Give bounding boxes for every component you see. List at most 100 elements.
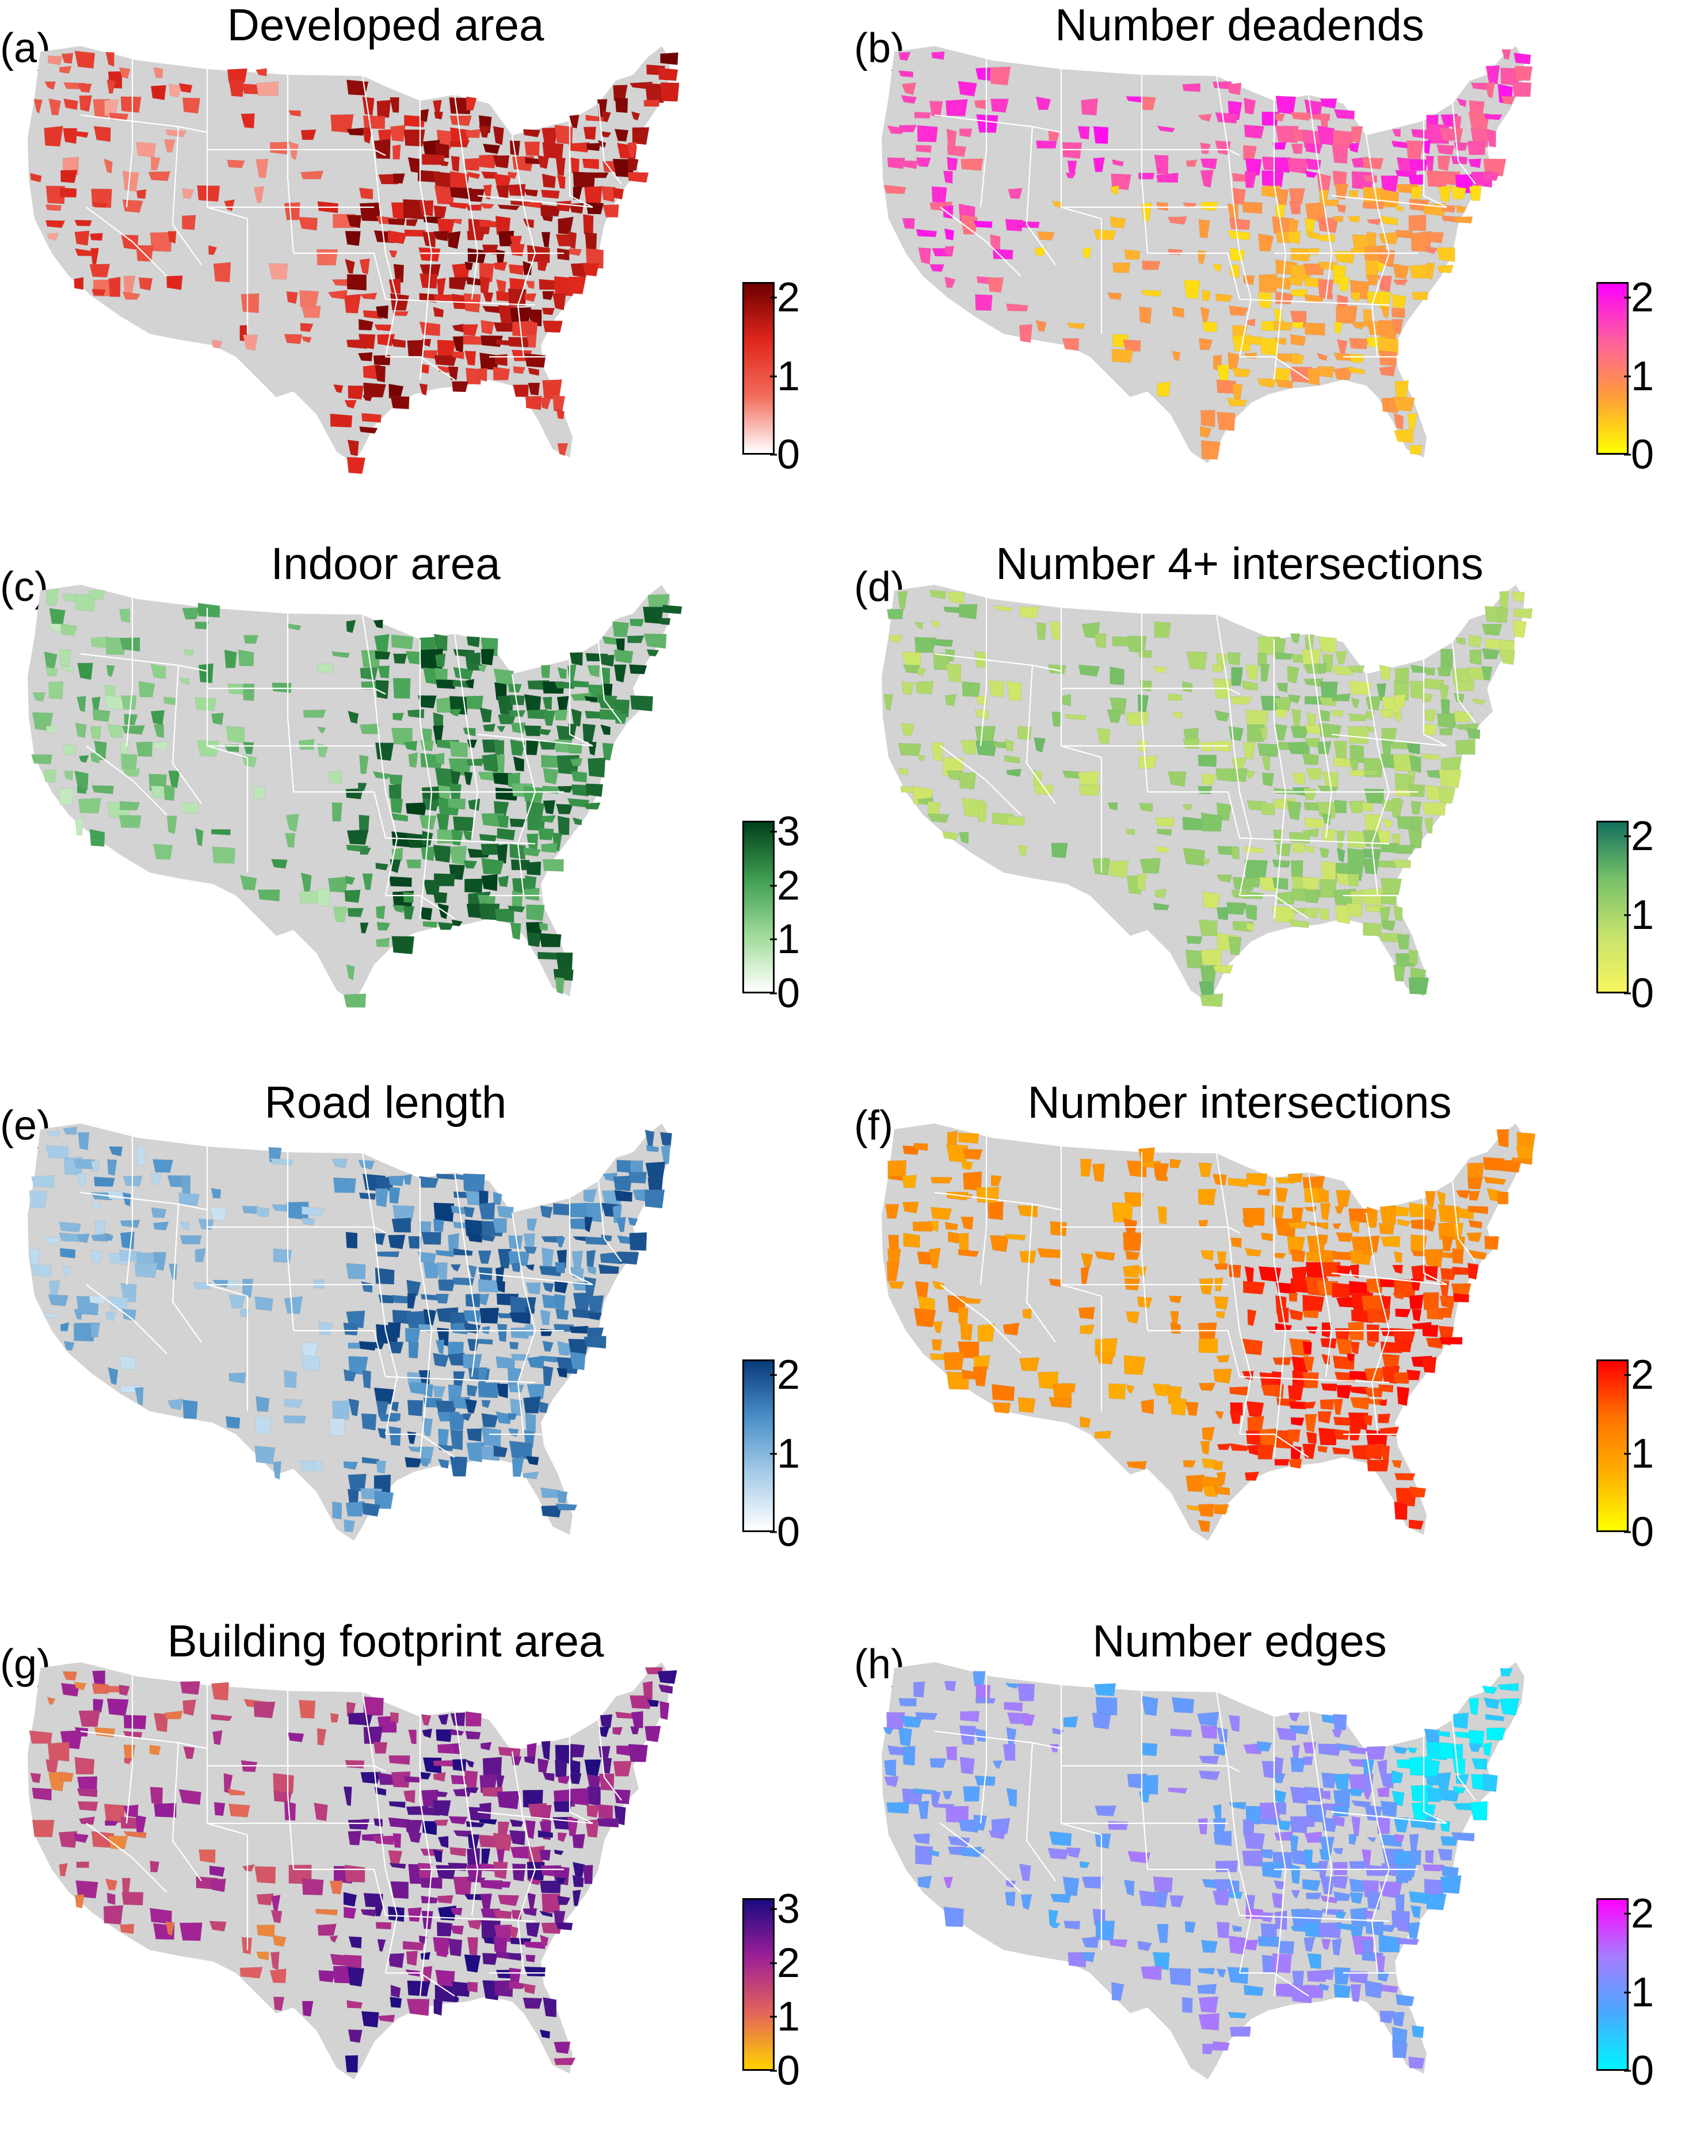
region-patch [1049,1278,1063,1287]
region-patch [467,231,485,241]
region-patch [1397,1386,1410,1406]
region-patch [1426,1786,1444,1802]
us-map [28,1662,677,2079]
region-patch [1409,1294,1424,1310]
region-patch [362,873,373,890]
region-patch [122,725,146,735]
region-patch [59,187,77,198]
region-patch [178,83,193,93]
region-patch [1469,1190,1480,1201]
region-patch [254,1866,276,1884]
region-patch [1274,696,1293,711]
region-patch [121,1891,144,1906]
region-patch [105,52,115,67]
region-patch [1198,2013,1220,2031]
region-patch [479,1293,490,1305]
region-patch [1436,144,1455,155]
region-patch [478,1250,491,1264]
region-patch [1184,1921,1196,1933]
colorbar-tick-label: 1 [777,916,800,963]
region-patch [567,231,577,249]
region-patch [1292,842,1306,854]
region-patch [436,1444,453,1452]
region-patch [884,1759,897,1777]
region-patch [976,1187,1000,1204]
region-patch [346,456,366,474]
region-patch [343,1461,359,1470]
region-patch [107,1159,117,1176]
region-patch [197,603,220,618]
region-patch [1304,1401,1317,1409]
region-patch [345,788,364,799]
region-patch [228,1372,246,1384]
region-patch [1227,2012,1247,2018]
region-patch [1366,1235,1380,1253]
region-patch [1391,294,1407,309]
region-patch [1394,1501,1408,1520]
region-patch [1200,1250,1214,1261]
region-patch [420,1458,430,1467]
region-patch [1244,859,1268,879]
region-patch [1257,653,1268,666]
colorbar-tick-label: 2 [777,1940,800,1986]
region-patch [1366,696,1382,711]
region-patch [348,1936,362,1949]
region-patch [541,231,551,248]
region-patch [346,619,356,634]
region-patch [347,1967,365,1987]
region-patch [525,1282,541,1294]
region-patch [493,1833,513,1852]
region-patch [508,184,526,196]
region-patch [1320,98,1337,109]
region-patch [1228,1891,1243,1899]
region-patch [1246,1172,1268,1187]
region-patch [480,1233,496,1242]
state-borders [934,596,1476,919]
region-patch [357,782,367,791]
region-patch [1424,1266,1439,1282]
region-patch [642,1681,653,1700]
region-patch [1333,109,1355,120]
region-patch [1126,1384,1135,1394]
region-patch [242,334,258,351]
region-patch [1347,1353,1356,1362]
state-border [569,121,593,208]
region-patch [1306,768,1322,781]
region-patch [392,1833,402,1848]
region-patch [917,668,927,676]
region-patch [300,129,317,140]
region-patch [887,157,905,169]
region-patch [1077,771,1100,786]
region-patch [253,786,266,799]
region-patch [1005,1683,1019,1689]
region-patch [1410,801,1422,815]
region-patch [1229,305,1249,317]
region-patch [30,173,42,182]
us-map [28,1123,672,1541]
region-patch [357,352,373,362]
region-patch [466,171,481,180]
region-patch [1259,802,1276,816]
region-patch [403,1776,422,1783]
region-patch [60,1682,80,1697]
region-patch [555,803,573,815]
region-patch [569,115,580,129]
region-patch [1336,305,1358,324]
region-patch [959,772,977,790]
region-patch [346,274,367,291]
region-patch [1408,159,1429,172]
region-patch [627,635,645,643]
region-patch [1395,1308,1411,1318]
region-patch [77,662,93,680]
region-patch [493,1909,512,1919]
region-patch [465,679,475,689]
region-patch [1243,1984,1264,1996]
region-patch [1095,1697,1118,1716]
region-patch [1274,1880,1285,1890]
region-patch [150,157,161,170]
region-patch [598,1264,620,1274]
region-patch [1125,711,1149,726]
region-patch [1456,205,1466,213]
region-patch [1411,2025,1424,2039]
region-patch [1215,1411,1224,1420]
